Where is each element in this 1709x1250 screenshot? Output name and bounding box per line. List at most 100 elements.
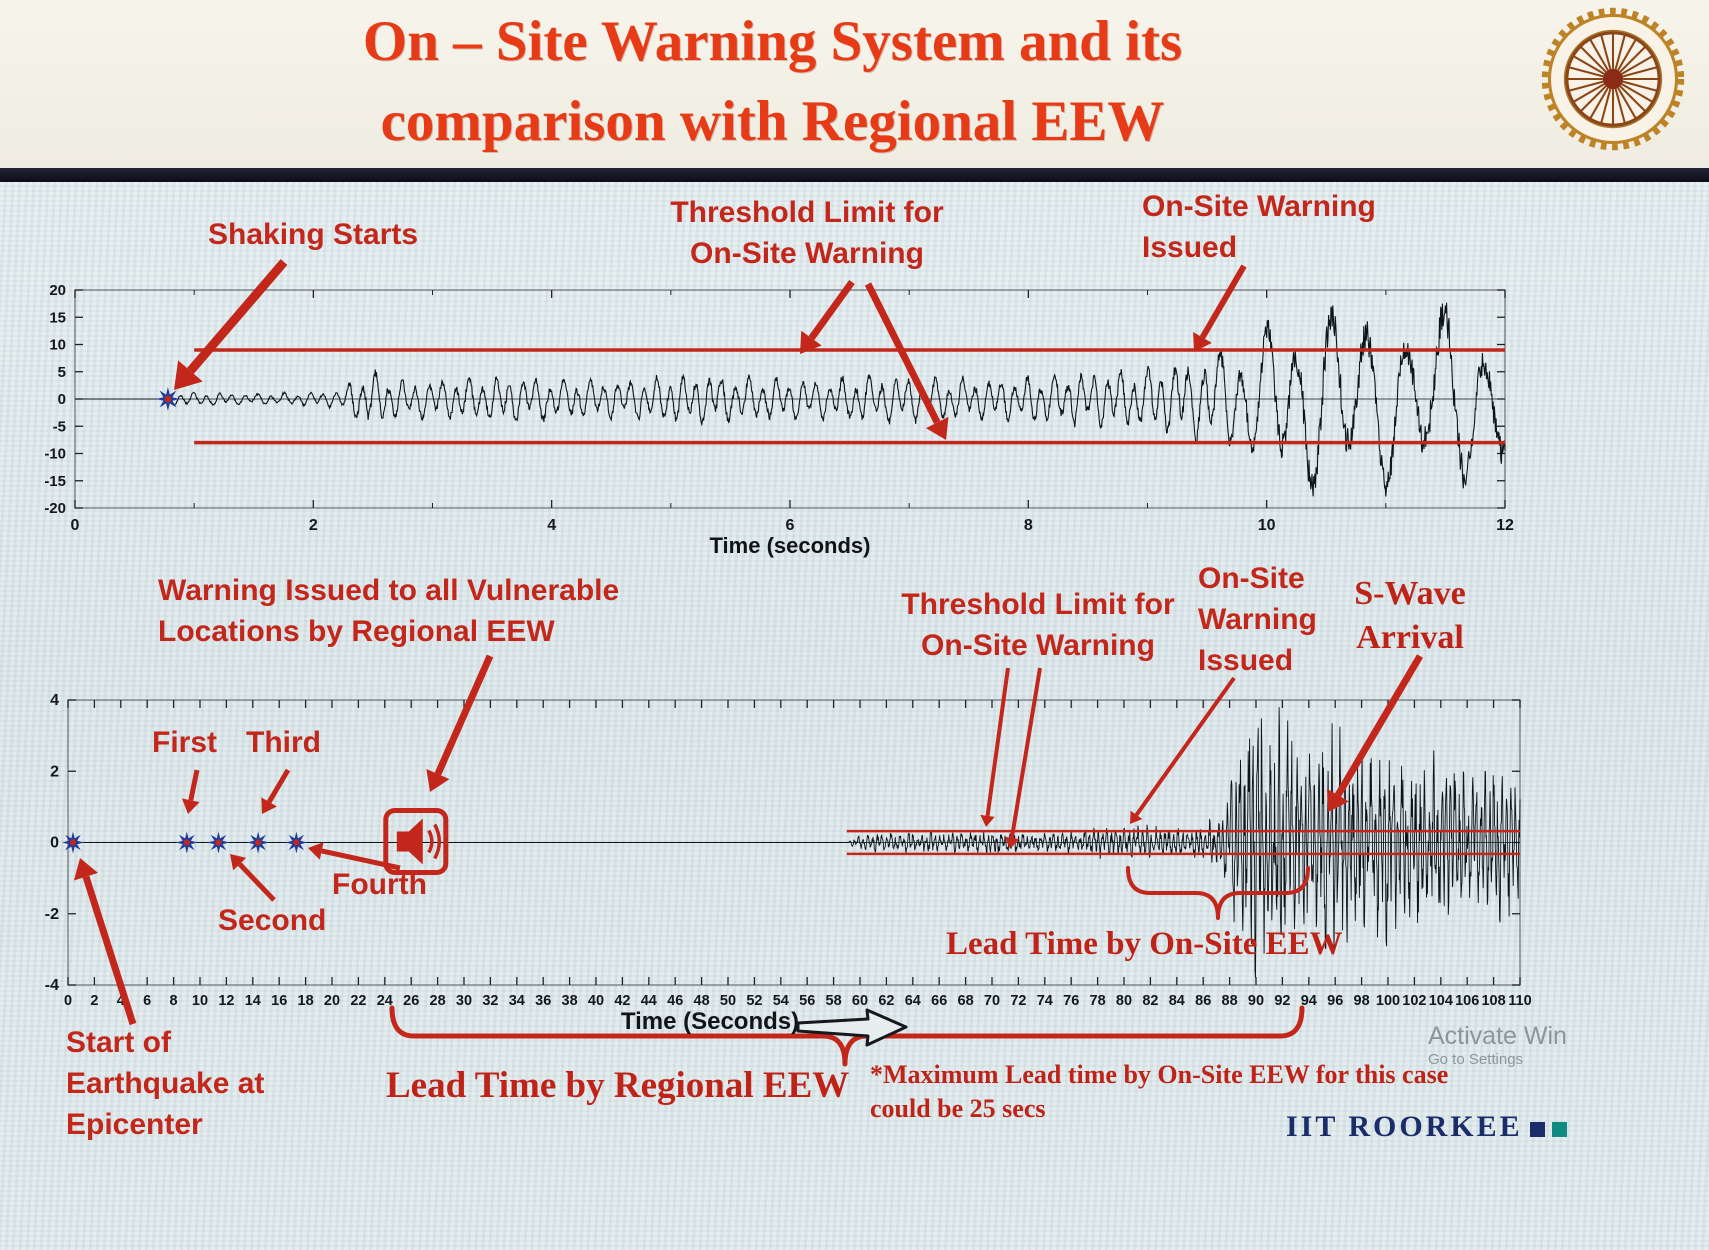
y-tick-label: -2	[45, 906, 59, 923]
y-tick-label: 0	[50, 835, 59, 852]
brand-square-navy	[1529, 1121, 1545, 1137]
star-marker-center	[254, 839, 262, 846]
start-eq-line2: Earthquake at	[66, 1067, 265, 1100]
y-tick-label: 4	[50, 692, 59, 709]
max-lead-note: *Maximum Lead time by On-Site EEW for th…	[870, 1058, 1448, 1126]
x-tick-label: 58	[826, 993, 842, 1009]
seismogram-trace	[75, 302, 1506, 497]
annotation-arrow	[985, 667, 1010, 817]
x-tick-label: 34	[509, 993, 525, 1009]
first-label: First	[152, 726, 218, 759]
annotation-arrowhead	[181, 798, 200, 814]
swave-line2: Arrival	[1356, 619, 1464, 656]
logo-spoke	[1589, 87, 1609, 119]
onsite-warning-issued-bottom-label: On-Site Warning Issued	[1198, 558, 1317, 681]
logo-spoke	[1569, 80, 1604, 92]
x-tick-label: 72	[1010, 993, 1026, 1009]
annotation-arrowhead	[426, 768, 450, 792]
annotation-arrowhead	[73, 858, 98, 881]
y-tick-label: -10	[44, 446, 66, 463]
x-tick-label: 64	[905, 993, 921, 1009]
x-tick-label: 50	[720, 993, 736, 1009]
annotation-arrow	[82, 875, 137, 1026]
x-tick-label: 106	[1455, 993, 1479, 1009]
onsite-bottom-line2: Warning	[1198, 603, 1317, 636]
x-tick-label: 4	[547, 517, 556, 534]
y-tick-label: -20	[44, 500, 66, 517]
threshold-limit-bottom-line2: On-Site Warning	[921, 629, 1155, 662]
swave-arrival-label: S-Wave Arrival	[1330, 572, 1490, 660]
x-tick-label: 0	[64, 993, 72, 1009]
x-tick-label: 38	[562, 993, 578, 1009]
start-eq-line3: Epicenter	[66, 1108, 203, 1141]
activate-windows-watermark: Activate Win Go to Settings	[1428, 1022, 1567, 1068]
title-block: On – Site Warning System and its compari…	[0, 0, 1709, 168]
y-tick-label: 10	[49, 337, 66, 354]
fourth-label: Fourth	[332, 868, 427, 901]
threshold-limit-top-line2: On-Site Warning	[690, 237, 924, 270]
logo-spoke	[1619, 46, 1646, 73]
x-tick-label: 20	[324, 993, 340, 1009]
annotation-arrow	[1134, 676, 1236, 817]
x-tick-label: 18	[298, 993, 314, 1009]
x-tick-label: 82	[1142, 993, 1158, 1009]
top-chart-xlabel: Time (seconds)	[709, 533, 871, 558]
annotation-arrow	[188, 769, 200, 801]
brace	[389, 1005, 1305, 1067]
x-tick-label: 66	[931, 993, 947, 1009]
brand-square-teal	[1551, 1121, 1567, 1137]
x-tick-label: 46	[667, 993, 683, 1009]
max-lead-line1: *Maximum Lead time by On-Site EEW for th…	[870, 1060, 1449, 1089]
regional-warning-line2: Locations by Regional EEW	[158, 615, 555, 648]
logo-spoke	[1614, 35, 1626, 70]
x-tick-label: 40	[588, 993, 604, 1009]
logo-spoke	[1600, 35, 1612, 70]
x-tick-label: 92	[1274, 993, 1290, 1009]
x-tick-label: 102	[1402, 993, 1426, 1009]
x-tick-label: 90	[1248, 993, 1264, 1009]
x-tick-label: 54	[773, 993, 789, 1009]
logo-spoke	[1621, 55, 1653, 75]
annotation-arrowhead	[1004, 836, 1019, 849]
annotation-arrowhead	[1327, 788, 1349, 812]
star-marker-center	[69, 839, 77, 846]
threshold-limit-bottom-label: Threshold Limit for On-Site Warning	[888, 584, 1188, 666]
logo-wheel-icon	[1567, 33, 1659, 125]
x-tick-label: 86	[1195, 993, 1211, 1009]
x-tick-label: 2	[90, 993, 98, 1009]
onsite-bottom-line1: On-Site	[1198, 562, 1305, 595]
x-tick-label: 108	[1481, 993, 1505, 1009]
divider-bar	[0, 168, 1709, 182]
x-tick-label: 98	[1354, 993, 1370, 1009]
logo-spoke	[1614, 88, 1626, 123]
logo-spoke	[1580, 85, 1607, 112]
annotation-arrowhead	[174, 360, 203, 390]
annotation-arrow	[321, 848, 401, 871]
x-tick-label: 84	[1169, 993, 1185, 1009]
logo-inner-ring	[1563, 29, 1663, 129]
watermark-line1: Activate Win	[1428, 1022, 1567, 1050]
x-tick-label: 110	[1508, 993, 1531, 1009]
annotation-arrow	[864, 282, 941, 425]
x-tick-label: 94	[1301, 993, 1317, 1009]
x-tick-label: 68	[958, 993, 974, 1009]
annotation-arrowhead	[1130, 810, 1143, 824]
y-tick-label: 0	[58, 391, 66, 408]
x-tick-label: 52	[746, 993, 762, 1009]
star-marker-center	[293, 839, 300, 846]
threshold-limit-bottom-line1: Threshold Limit for	[901, 588, 1175, 621]
x-tick-label: 44	[641, 993, 657, 1009]
y-tick-label: -5	[53, 418, 66, 435]
logo-spoke	[1622, 66, 1657, 78]
star-marker-center	[164, 395, 172, 403]
y-tick-label: -4	[45, 977, 59, 994]
x-tick-label: 74	[1037, 993, 1053, 1009]
threshold-limit-top-line1: Threshold Limit for	[670, 196, 944, 229]
x-tick-label: 42	[614, 993, 630, 1009]
x-tick-label: 16	[271, 993, 287, 1009]
x-tick-label: 100	[1376, 993, 1400, 1009]
annotation-arrow	[808, 279, 855, 341]
watermark-line2: Go to Settings	[1428, 1051, 1524, 1068]
x-tick-label: 76	[1063, 993, 1079, 1009]
